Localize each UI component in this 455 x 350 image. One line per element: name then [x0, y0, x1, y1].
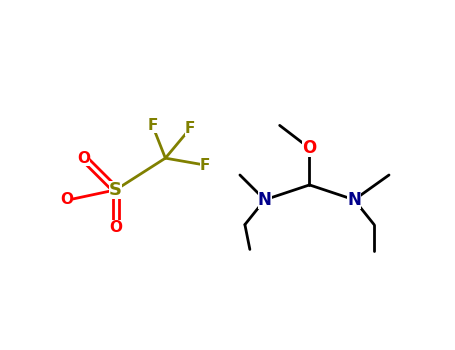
Text: N: N [258, 191, 272, 209]
Text: F: F [200, 158, 210, 173]
Text: F: F [147, 118, 157, 133]
Text: O: O [109, 220, 122, 235]
Text: N: N [347, 191, 361, 209]
Text: O: O [303, 139, 317, 157]
Text: O: O [61, 192, 74, 207]
Text: F: F [185, 121, 195, 136]
Text: S: S [109, 181, 122, 199]
Text: O: O [77, 150, 91, 166]
